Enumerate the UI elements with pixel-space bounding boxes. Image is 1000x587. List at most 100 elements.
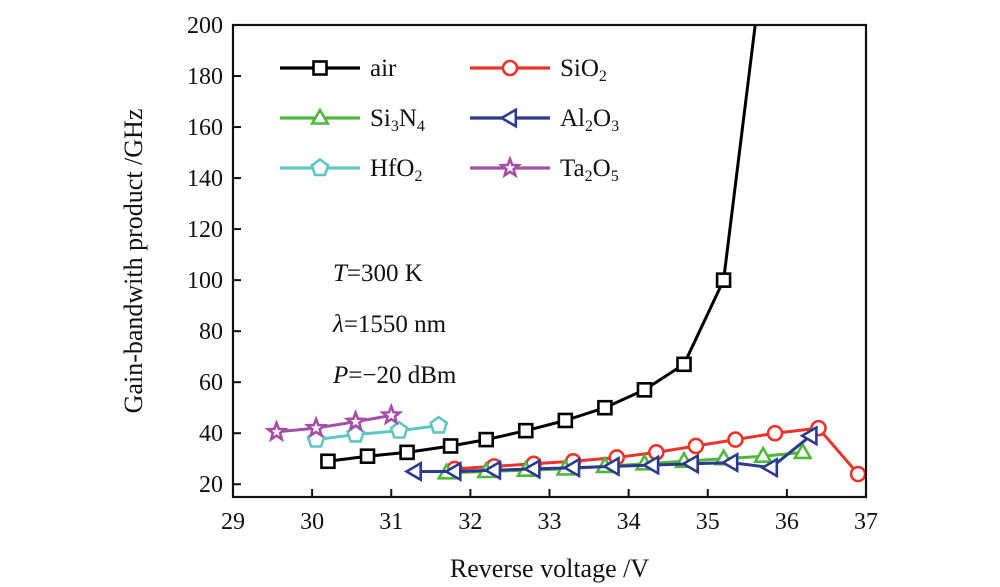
y-tick-label: 80 [199, 319, 223, 345]
data-point-si3n4 [792, 441, 813, 460]
series-line-tail-air [722, 24, 757, 281]
x-tick-label: 30 [300, 509, 324, 535]
data-point-hfo2 [389, 420, 409, 439]
legend-label-subscript: 2 [585, 118, 593, 135]
data-point-air [676, 356, 692, 373]
legend-marker [309, 107, 331, 125]
legend-label-subscript: 2 [414, 168, 422, 185]
annotation-0: T=300 K [333, 260, 423, 287]
data-point-al2o3 [720, 452, 739, 474]
x-tick-label: 33 [538, 509, 562, 535]
data-point-al2o3 [482, 459, 502, 481]
legend-item-ta2o5: Ta2O5 [470, 155, 619, 185]
legend-label-text: O [593, 105, 611, 132]
legend-label-subscript: 3 [611, 118, 619, 135]
data-point-al2o3 [522, 458, 541, 480]
annotation-variable: T [333, 260, 349, 287]
series-al2o3 [403, 425, 818, 482]
x-tick-label: 37 [854, 509, 878, 535]
data-point-al2o3 [403, 461, 423, 482]
data-point-air [478, 431, 495, 448]
x-tick-label: 34 [617, 509, 641, 535]
legend-label-text: Ta [560, 155, 585, 182]
legend-label-text: HfO [370, 155, 414, 182]
legend-item-hfo2: HfO2 [280, 155, 422, 185]
x-tick-label: 36 [775, 509, 799, 535]
legend-label-subscript: 5 [611, 168, 619, 185]
data-point-air [636, 382, 653, 398]
data-point-al2o3 [601, 455, 620, 477]
legend-marker [310, 157, 330, 177]
annotation-variable: λ [332, 311, 344, 338]
y-tick-label: 140 [187, 166, 223, 192]
legend-label-subscript: 4 [417, 118, 425, 135]
data-point-ta2o5 [343, 408, 368, 433]
data-point-air [517, 422, 534, 439]
legend-label-text: N [399, 105, 417, 132]
legend-label: Si3N4 [370, 105, 425, 135]
annotation-value: =−20 dBm [348, 362, 457, 389]
series-line-ta2o5 [276, 413, 392, 434]
x-tick-label: 31 [379, 509, 403, 535]
y-tick-label: 200 [187, 13, 223, 39]
annotation-value: =1550 nm [344, 311, 447, 338]
y-tick-label: 100 [187, 268, 223, 294]
data-point-al2o3 [641, 454, 660, 476]
data-point-air [320, 453, 336, 470]
legend-label-text: SiO [560, 55, 599, 82]
legend-label: Al2O3 [560, 105, 619, 135]
x-axis-title: Reverse voltage /V [450, 554, 649, 583]
legend-item-si3n4: Si3N4 [280, 105, 425, 135]
x-tick-label: 32 [458, 509, 482, 535]
legend-label-text: O [593, 155, 611, 182]
annotations: T=300 K λ=1550 nm P=−20 dBm [332, 260, 457, 389]
data-point-air [715, 272, 732, 288]
legend-label-subscript: 2 [585, 168, 593, 185]
x-tick-label: 29 [221, 509, 245, 535]
data-point-air [399, 444, 415, 461]
series-line-hfo2 [315, 424, 439, 442]
data-point-al2o3 [799, 425, 818, 447]
series-hfo2 [306, 415, 449, 448]
legend-label: HfO2 [370, 155, 422, 185]
data-point-air [597, 399, 613, 416]
legend-item-sio2: SiO2 [470, 55, 607, 85]
annotation-variable: P [332, 362, 348, 389]
data-point-sio2 [849, 465, 867, 483]
series-ta2o5 [264, 402, 404, 443]
legend-label-text: air [370, 55, 397, 82]
data-point-air [442, 438, 459, 454]
data-point-al2o3 [562, 457, 581, 479]
x-tick-label: 35 [696, 509, 720, 535]
y-tick-label: 20 [199, 472, 223, 498]
data-point-si3n4 [753, 445, 774, 464]
legend-label-text: Al [560, 105, 585, 132]
y-tick-label: 120 [187, 217, 223, 243]
y-axis-title: Gain-bandwith product /GHz [119, 109, 148, 414]
data-point-al2o3 [680, 453, 700, 475]
data-point-ta2o5 [264, 419, 289, 443]
legend-label: air [370, 55, 397, 82]
data-point-ta2o5 [304, 415, 329, 439]
plot-marks [264, 24, 867, 483]
legend-label-subscript: 2 [599, 68, 607, 85]
annotation-2: P=−20 dBm [332, 362, 457, 389]
legend-label-subscript: 3 [391, 118, 399, 135]
y-tick-label: 180 [187, 64, 223, 90]
data-point-sio2 [727, 431, 744, 448]
data-point-ta2o5 [379, 402, 404, 426]
y-tick-label: 160 [187, 115, 223, 141]
legend-item-al2o3: Al2O3 [470, 105, 619, 135]
series-air [320, 24, 757, 470]
legend-label-text: Si [370, 105, 391, 132]
data-point-air [359, 448, 376, 464]
data-point-air [557, 412, 574, 429]
legend-marker [497, 155, 523, 179]
legend-marker [501, 59, 519, 77]
legend-item-air: air [280, 55, 397, 82]
data-point-sio2 [687, 437, 705, 455]
legend-marker [312, 60, 328, 76]
y-tick-label: 60 [199, 370, 223, 396]
